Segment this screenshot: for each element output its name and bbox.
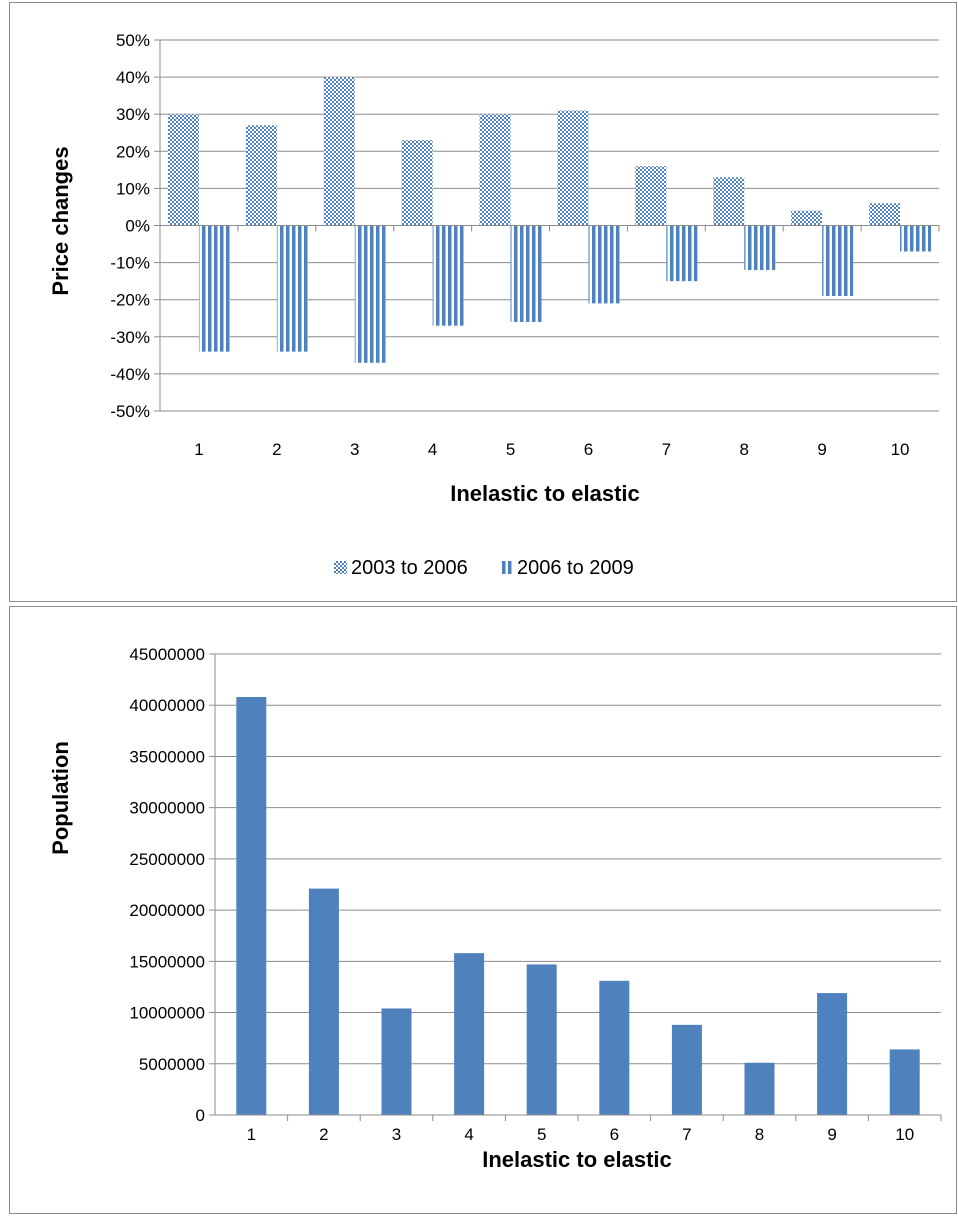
- x-tick-label: 9: [817, 440, 826, 459]
- y-tick-label: 0%: [125, 217, 150, 236]
- bar-2003-2006: [869, 203, 901, 226]
- y-tick-label: 10000000: [129, 1004, 205, 1023]
- bar-2003-2006: [323, 77, 355, 226]
- x-tick-label: 3: [350, 440, 359, 459]
- bar-population: [744, 1062, 775, 1115]
- bar-population: [817, 993, 848, 1115]
- x-tick-label: 6: [584, 440, 593, 459]
- bar-population: [526, 964, 557, 1115]
- y-tick-label: 20000000: [129, 901, 205, 920]
- population-chart-panel: 45000000 40000000 35000000 30000000 25000000…: [9, 606, 957, 1214]
- bar-population: [381, 1008, 412, 1115]
- bar-2006-2009: [744, 225, 776, 271]
- legend-label-2003-2006: 2003 to 2006: [351, 557, 468, 579]
- y-tick-label: -30%: [110, 328, 150, 347]
- x-tick-label: 8: [755, 1125, 764, 1144]
- y-tick-label: 40%: [116, 68, 150, 87]
- bar-population: [454, 953, 485, 1115]
- y-tick-label: 25000000: [129, 850, 205, 869]
- x-tick-label: 10: [895, 1125, 914, 1144]
- bar-population: [889, 1049, 920, 1115]
- bar-2003-2006: [479, 114, 511, 226]
- x-tick-label: 4: [464, 1125, 473, 1144]
- bar-2003-2006: [635, 166, 667, 226]
- y-tick-label: 30000000: [129, 799, 205, 818]
- x-axis-title: Inelastic to elastic: [450, 481, 640, 506]
- y-tick-label: 20%: [116, 142, 150, 161]
- bar-2006-2009: [198, 225, 230, 352]
- bar-2003-2006: [245, 125, 277, 226]
- x-axis-title: Inelastic to elastic: [482, 1147, 672, 1172]
- y-tick-label: 15000000: [129, 952, 205, 971]
- x-tick-label: 7: [682, 1125, 691, 1144]
- x-tick-label: 2: [319, 1125, 328, 1144]
- y-tick-label: -50%: [110, 402, 150, 421]
- x-tick-label: 6: [610, 1125, 619, 1144]
- bar-population: [671, 1024, 702, 1115]
- bar-2006-2009: [900, 225, 932, 252]
- population-chart: 4500000040000000350000003000000025000000…: [48, 645, 942, 1172]
- bar-2003-2006: [401, 140, 433, 226]
- x-tick-label: 2: [272, 440, 281, 459]
- y-tick-label: 5000000: [139, 1055, 205, 1074]
- bar-2006-2009: [432, 225, 464, 326]
- y-tick-label: 30%: [116, 105, 150, 124]
- bar-2006-2009: [510, 225, 542, 322]
- y-tick-label: 35000000: [129, 747, 205, 766]
- x-tick-label: 3: [392, 1125, 401, 1144]
- legend-swatch-2006-2009: [500, 561, 513, 574]
- y-tick-label: 40000000: [129, 696, 205, 715]
- legend: 2003 to 2006 2006 to 2009: [334, 557, 634, 579]
- bar-2006-2009: [354, 225, 386, 363]
- bar-population: [236, 697, 267, 1115]
- y-axis-title: Price changes: [48, 146, 73, 295]
- x-tick-label: 8: [740, 440, 749, 459]
- y-tick-label: 45000000: [129, 645, 205, 664]
- x-tick-label: 9: [827, 1125, 836, 1144]
- x-tick-label: 1: [194, 440, 203, 459]
- x-tick-label: 5: [506, 440, 515, 459]
- y-tick-label: -20%: [110, 291, 150, 310]
- y-tick-label: -40%: [110, 365, 150, 384]
- bar-2006-2009: [588, 225, 620, 304]
- x-tick-label: 4: [428, 440, 437, 459]
- y-tick-label: 0: [196, 1106, 205, 1125]
- x-tick-label: 10: [891, 440, 910, 459]
- x-tick-label: 7: [662, 440, 671, 459]
- bar-2003-2006: [713, 177, 745, 226]
- y-axis-title: Population: [48, 741, 73, 855]
- bar-2003-2006: [167, 114, 199, 226]
- price-change-chart-panel: 50% 40% 30% 20% 10% 0% -10% -20% -30% -40% -50% 1 2…: [9, 2, 957, 602]
- y-tick-label: 50%: [116, 31, 150, 50]
- y-tick-label: 10%: [116, 179, 150, 198]
- x-tick-label: 5: [537, 1125, 546, 1144]
- legend-swatch-2003-2006: [334, 561, 347, 574]
- x-tick-label: 1: [247, 1125, 256, 1144]
- bar-population: [599, 980, 630, 1115]
- y-tick-label: -10%: [110, 254, 150, 273]
- bar-2006-2009: [822, 225, 854, 296]
- bar-2003-2006: [791, 210, 823, 226]
- bar-2006-2009: [666, 225, 698, 282]
- bar-2006-2009: [276, 225, 308, 352]
- price-change-chart: 50% 40% 30% 20% 10% 0% -10% -20% -30% -40% -50% 1 2…: [48, 31, 940, 579]
- legend-label-2006-2009: 2006 to 2009: [517, 557, 634, 579]
- bar-2003-2006: [557, 110, 589, 226]
- bar-population: [308, 888, 339, 1115]
